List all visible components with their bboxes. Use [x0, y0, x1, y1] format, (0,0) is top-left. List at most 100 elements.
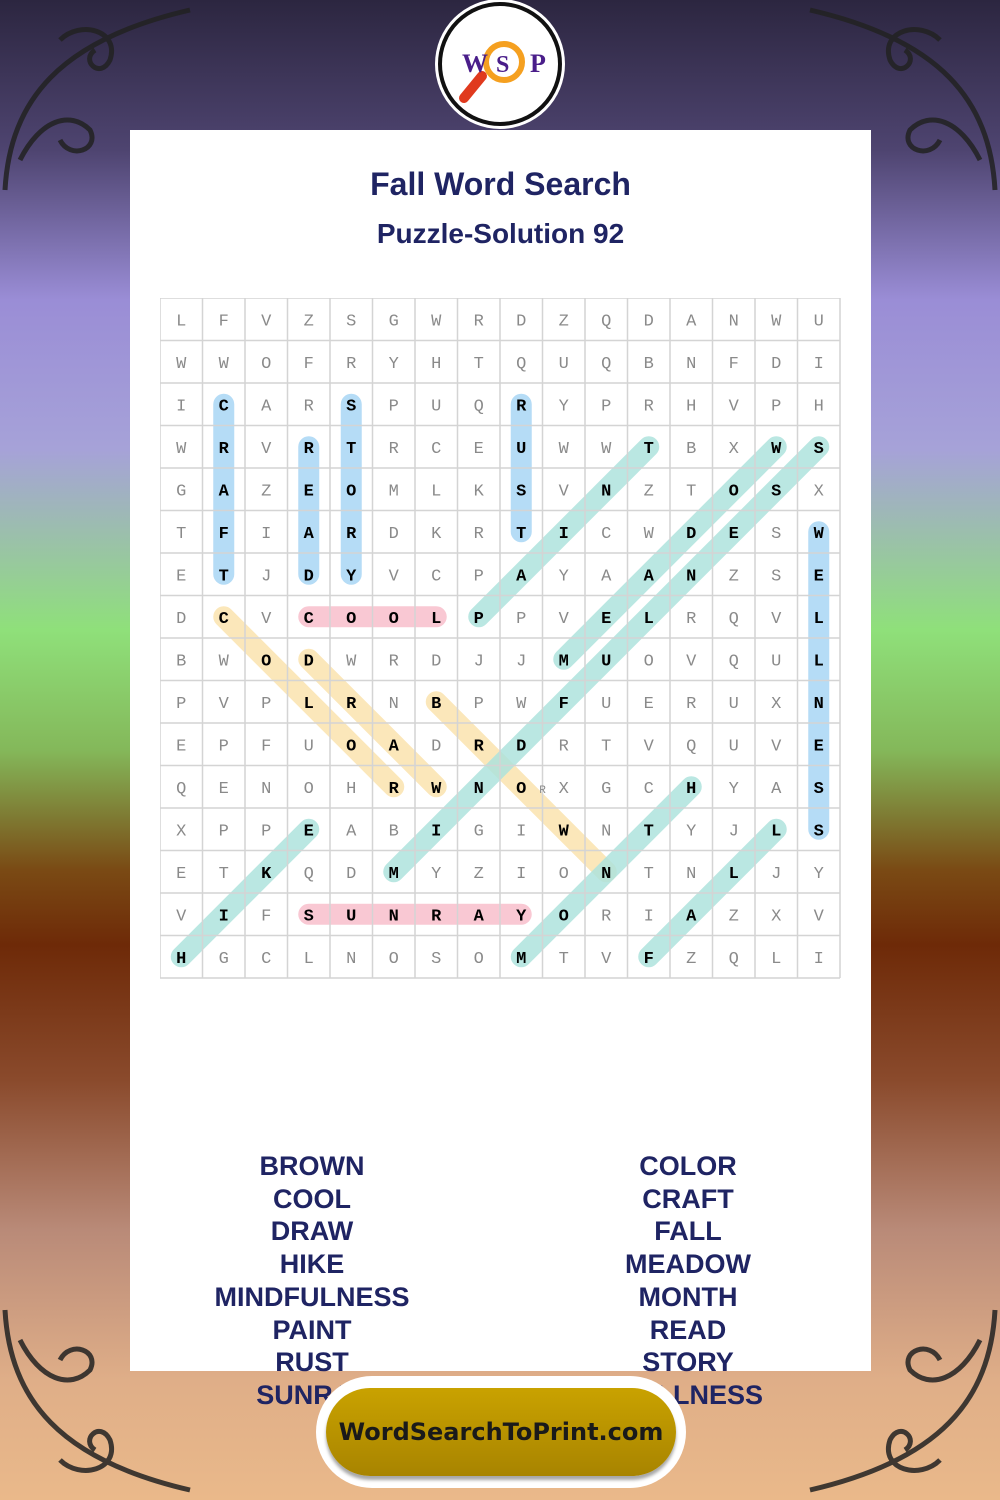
grid-cell[interactable]: V — [771, 610, 782, 629]
grid-cell[interactable]: O — [346, 610, 356, 629]
grid-cell[interactable]: U — [601, 695, 611, 714]
grid-cell[interactable]: S — [771, 525, 781, 544]
grid-cell[interactable]: F — [304, 355, 314, 374]
grid-cell[interactable]: A — [474, 907, 485, 926]
grid-cell[interactable]: E — [474, 440, 484, 459]
grid-cell[interactable]: W — [219, 652, 230, 671]
grid-cell[interactable]: T — [516, 525, 526, 544]
grid-cell[interactable]: K — [474, 482, 485, 501]
grid-cell[interactable]: Q — [176, 780, 186, 799]
grid-cell[interactable]: B — [176, 652, 186, 671]
grid-cell[interactable]: R — [539, 785, 546, 797]
grid-cell[interactable]: V — [559, 610, 570, 629]
grid-cell[interactable]: E — [219, 780, 229, 799]
grid-cell[interactable]: C — [431, 440, 441, 459]
grid-cell[interactable]: D — [771, 355, 781, 374]
grid-cell[interactable]: N — [729, 312, 739, 331]
grid-cell[interactable]: E — [644, 695, 654, 714]
grid-cell[interactable]: E — [176, 865, 186, 884]
grid-cell[interactable]: H — [431, 355, 441, 374]
grid-cell[interactable]: Z — [729, 567, 739, 586]
grid-cell[interactable]: F — [644, 950, 654, 969]
grid-cell[interactable]: H — [686, 780, 696, 799]
grid-cell[interactable]: U — [304, 737, 314, 756]
grid-cell[interactable]: L — [814, 610, 824, 629]
grid-cell[interactable]: N — [814, 695, 824, 714]
grid-cell[interactable]: S — [771, 567, 781, 586]
grid-cell[interactable]: S — [771, 482, 781, 501]
grid-cell[interactable]: Y — [346, 567, 357, 586]
grid-cell[interactable]: D — [346, 865, 356, 884]
grid-cell[interactable]: Q — [729, 950, 739, 969]
grid-cell[interactable]: I — [814, 950, 824, 969]
grid-cell[interactable]: Q — [516, 355, 526, 374]
grid-cell[interactable]: T — [601, 737, 611, 756]
grid-cell[interactable]: Q — [601, 312, 611, 331]
grid-cell[interactable]: O — [261, 355, 271, 374]
grid-cell[interactable]: L — [304, 950, 314, 969]
grid-cell[interactable]: C — [601, 525, 611, 544]
grid-cell[interactable]: O — [304, 780, 314, 799]
grid-cell[interactable]: N — [601, 865, 611, 884]
grid-cell[interactable]: M — [516, 950, 526, 969]
grid-cell[interactable]: S — [431, 950, 441, 969]
grid-cell[interactable]: S — [346, 397, 356, 416]
grid-cell[interactable]: Y — [389, 355, 399, 374]
grid-cell[interactable]: W — [814, 525, 825, 544]
grid-cell[interactable]: W — [644, 525, 655, 544]
grid-cell[interactable]: B — [644, 355, 654, 374]
grid-cell[interactable]: R — [389, 780, 400, 799]
grid-cell[interactable]: R — [474, 312, 484, 331]
grid-cell[interactable]: Q — [729, 610, 739, 629]
grid-cell[interactable]: Y — [516, 907, 527, 926]
grid-cell[interactable]: A — [771, 780, 782, 799]
grid-cell[interactable]: Y — [431, 865, 441, 884]
grid-cell[interactable]: L — [771, 950, 781, 969]
grid-cell[interactable]: U — [729, 737, 739, 756]
grid-cell[interactable]: U — [559, 355, 569, 374]
grid-cell[interactable]: N — [601, 822, 611, 841]
grid-cell[interactable]: E — [814, 567, 824, 586]
grid-cell[interactable]: U — [346, 907, 356, 926]
grid-cell[interactable]: R — [601, 907, 611, 926]
grid-cell[interactable]: N — [686, 567, 696, 586]
grid-cell[interactable]: P — [516, 610, 526, 629]
grid-cell[interactable]: P — [474, 567, 484, 586]
grid-cell[interactable]: E — [304, 822, 314, 841]
grid-cell[interactable]: W — [219, 355, 230, 374]
grid-cell[interactable]: V — [261, 610, 272, 629]
site-link[interactable]: WordSearchToPrint.com — [326, 1388, 676, 1476]
grid-cell[interactable]: Q — [729, 652, 739, 671]
grid-cell[interactable]: W — [431, 780, 442, 799]
grid-cell[interactable]: X — [176, 822, 186, 841]
grid-cell[interactable]: P — [601, 397, 611, 416]
grid-cell[interactable]: L — [176, 312, 186, 331]
grid-cell[interactable]: T — [346, 440, 356, 459]
grid-cell[interactable]: F — [261, 907, 271, 926]
grid-cell[interactable]: R — [431, 907, 442, 926]
grid-cell[interactable]: A — [219, 482, 230, 501]
grid-cell[interactable]: E — [601, 610, 611, 629]
grid-cell[interactable]: W — [346, 652, 357, 671]
grid-cell[interactable]: Y — [814, 865, 824, 884]
grid-cell[interactable]: F — [559, 695, 569, 714]
grid-cell[interactable]: W — [559, 822, 570, 841]
grid-cell[interactable]: T — [474, 355, 484, 374]
grid-cell[interactable]: J — [771, 865, 781, 884]
grid-cell[interactable]: V — [771, 737, 782, 756]
grid-cell[interactable]: Z — [474, 865, 484, 884]
grid-cell[interactable]: Y — [559, 567, 569, 586]
grid-cell[interactable]: W — [176, 355, 187, 374]
grid-cell[interactable]: D — [516, 312, 526, 331]
grid-cell[interactable]: O — [559, 865, 569, 884]
grid-cell[interactable]: O — [346, 737, 356, 756]
grid-cell[interactable]: U — [431, 397, 441, 416]
grid-cell[interactable]: W — [771, 312, 782, 331]
grid-cell[interactable]: V — [729, 397, 740, 416]
grid-cell[interactable]: T — [644, 440, 654, 459]
grid-cell[interactable]: E — [814, 737, 824, 756]
grid-cell[interactable]: T — [559, 950, 569, 969]
grid-cell[interactable]: D — [516, 737, 526, 756]
grid-cell[interactable]: M — [389, 482, 399, 501]
grid-cell[interactable]: F — [729, 355, 739, 374]
